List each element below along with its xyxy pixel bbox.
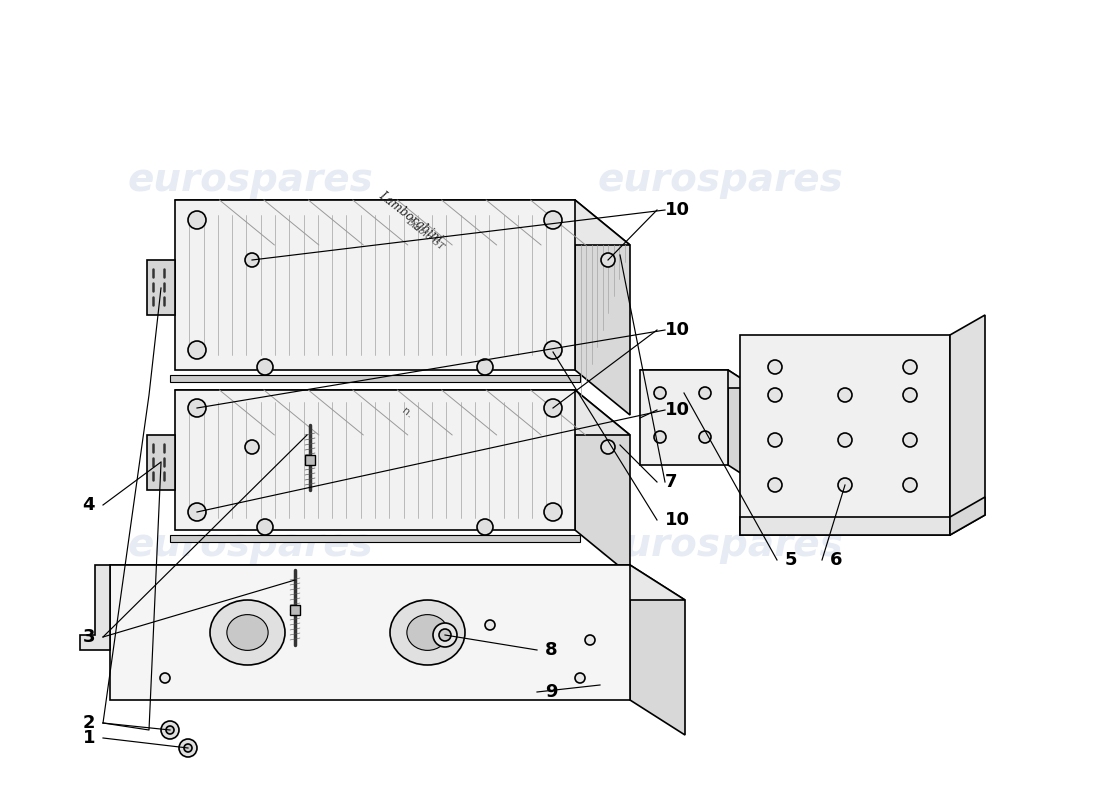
Ellipse shape	[407, 614, 448, 650]
Circle shape	[477, 519, 493, 535]
Circle shape	[544, 341, 562, 359]
Circle shape	[698, 431, 711, 443]
Text: 6: 6	[830, 551, 843, 569]
Circle shape	[768, 388, 782, 402]
Text: 4: 4	[82, 496, 95, 514]
Circle shape	[768, 360, 782, 374]
Circle shape	[903, 388, 917, 402]
Polygon shape	[740, 335, 950, 535]
Text: 10: 10	[666, 511, 690, 529]
Text: 3: 3	[82, 628, 95, 646]
Polygon shape	[110, 565, 630, 700]
Circle shape	[903, 478, 917, 492]
Circle shape	[188, 211, 206, 229]
Circle shape	[257, 359, 273, 375]
Polygon shape	[640, 370, 728, 465]
Circle shape	[838, 388, 853, 402]
Circle shape	[903, 360, 917, 374]
Circle shape	[838, 433, 853, 447]
Circle shape	[601, 253, 615, 267]
Circle shape	[903, 433, 917, 447]
Polygon shape	[305, 455, 315, 465]
Circle shape	[544, 399, 562, 417]
Circle shape	[601, 440, 615, 454]
Polygon shape	[640, 370, 756, 388]
Circle shape	[477, 359, 493, 375]
Circle shape	[698, 387, 711, 399]
Text: n.: n.	[400, 406, 415, 420]
Polygon shape	[147, 435, 175, 490]
Polygon shape	[630, 565, 685, 735]
Polygon shape	[175, 390, 575, 530]
Ellipse shape	[227, 614, 268, 650]
Polygon shape	[170, 375, 580, 382]
Circle shape	[768, 478, 782, 492]
Text: eurospares: eurospares	[597, 526, 843, 564]
Circle shape	[188, 341, 206, 359]
Polygon shape	[80, 565, 110, 650]
Polygon shape	[575, 390, 630, 575]
Polygon shape	[175, 200, 630, 245]
Text: 1: 1	[82, 729, 95, 747]
Text: eurospares: eurospares	[128, 161, 373, 199]
Circle shape	[544, 211, 562, 229]
Circle shape	[245, 253, 258, 267]
Polygon shape	[170, 535, 580, 542]
Polygon shape	[175, 390, 630, 435]
Circle shape	[188, 503, 206, 521]
Polygon shape	[175, 200, 575, 370]
Circle shape	[585, 635, 595, 645]
Text: 9: 9	[544, 683, 558, 701]
Text: 10: 10	[666, 401, 690, 419]
Circle shape	[768, 433, 782, 447]
Text: Lamborghini: Lamborghini	[376, 189, 444, 246]
Ellipse shape	[390, 600, 465, 665]
Circle shape	[188, 399, 206, 417]
Circle shape	[654, 431, 666, 443]
Polygon shape	[290, 605, 300, 615]
Text: 8: 8	[544, 641, 558, 659]
Ellipse shape	[210, 600, 285, 665]
Circle shape	[485, 620, 495, 630]
Polygon shape	[950, 497, 984, 535]
Text: 10: 10	[666, 321, 690, 339]
Polygon shape	[728, 370, 756, 483]
Circle shape	[161, 721, 179, 739]
Circle shape	[544, 503, 562, 521]
Polygon shape	[575, 200, 630, 415]
Circle shape	[245, 440, 258, 454]
Circle shape	[433, 623, 456, 647]
Polygon shape	[950, 315, 984, 535]
Circle shape	[838, 478, 853, 492]
Text: 10: 10	[666, 201, 690, 219]
Circle shape	[257, 519, 273, 535]
Polygon shape	[110, 565, 685, 600]
Text: eurospares: eurospares	[597, 161, 843, 199]
Polygon shape	[740, 517, 950, 535]
Polygon shape	[147, 260, 175, 315]
Circle shape	[575, 673, 585, 683]
Circle shape	[166, 726, 174, 734]
Circle shape	[654, 387, 666, 399]
Text: 5: 5	[785, 551, 798, 569]
Text: Diablo GT: Diablo GT	[404, 217, 446, 252]
Circle shape	[160, 673, 170, 683]
Circle shape	[184, 744, 192, 752]
Text: eurospares: eurospares	[128, 526, 373, 564]
Text: 2: 2	[82, 714, 95, 732]
Circle shape	[439, 629, 451, 641]
Text: 7: 7	[666, 473, 678, 491]
Circle shape	[179, 739, 197, 757]
